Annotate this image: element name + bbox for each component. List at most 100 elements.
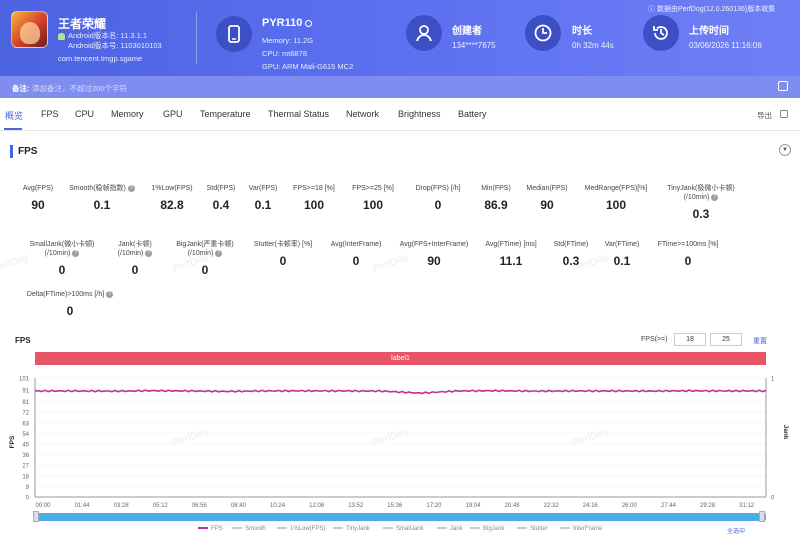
scroll-handle-left[interactable] <box>33 511 39 522</box>
metric-avg-ftime-ms-: Avg(FTime) [ms] 11.1 <box>466 240 556 268</box>
x-tick-label: 10:24 <box>270 503 286 509</box>
note-bar: 备注: 添加备注，不超过200个字符 <box>0 76 800 98</box>
metric-label-text: Drop(FPS) [/h] <box>415 185 461 192</box>
legend-label: Jank <box>450 526 463 532</box>
legend-item[interactable]: SmallJank <box>383 526 424 532</box>
scroll-handle-right[interactable] <box>759 511 765 522</box>
x-tick-label: 31:12 <box>739 503 755 509</box>
timeline-scrollbar[interactable] <box>35 513 766 521</box>
metric-value: 11.1 <box>499 254 523 268</box>
metric-value: 0.1 <box>254 198 272 212</box>
metric-label: Var(FTime) <box>577 240 667 249</box>
tab-memory[interactable]: Memory <box>111 109 144 119</box>
legend-label: Stutter <box>530 526 548 532</box>
help-icon[interactable]: ? <box>106 290 114 298</box>
help-icon[interactable]: ? <box>127 184 135 192</box>
help-icon[interactable]: ? <box>72 249 80 257</box>
legend-item[interactable]: InterFrame <box>560 526 602 532</box>
metric-label-text: Var(FTime) <box>604 241 640 248</box>
edit-icon[interactable] <box>778 81 788 91</box>
x-tick-label: 17:20 <box>426 503 442 509</box>
chart-legend: FPS Smooth 1%Low(FPS) TinyJank SmallJank Jank… <box>0 526 800 536</box>
x-tick-label: 29:28 <box>700 503 716 509</box>
tab-network[interactable]: Network <box>346 109 380 119</box>
tab-fps[interactable]: FPS <box>41 109 59 119</box>
legend-label: TinyJank <box>346 526 370 532</box>
y-tick-label: 81 <box>22 400 29 406</box>
metric-label-unit: (/10min)? <box>17 249 107 258</box>
legend-item[interactable]: Stutter <box>517 526 548 532</box>
metric-stutter-: Stutter(卡顿率) [%] 0 <box>238 240 328 268</box>
x-tick-label: 05:12 <box>153 503 169 509</box>
metric-value: 90 <box>427 254 441 268</box>
reset-button[interactable]: 重置 <box>753 338 767 345</box>
metric-label: 1%Low(FPS) <box>127 184 217 193</box>
metric-value: 0.3 <box>692 207 710 221</box>
help-icon[interactable]: ? <box>711 193 719 201</box>
legend-swatch <box>437 527 447 530</box>
y-tick-label: 54 <box>22 432 29 438</box>
history-icon <box>643 15 679 51</box>
tab-bar: 概览 FPS CPU Memory GPU Temperature Therma… <box>0 98 800 131</box>
legend-swatch <box>232 527 242 530</box>
metric-label-text: FTime>=100ms [%] <box>657 241 719 248</box>
fps-threshold-input-2[interactable]: 25 <box>710 333 742 346</box>
metric-label-text: Std(FTime) <box>553 241 589 248</box>
select-all-link[interactable]: 全选中 <box>727 529 746 535</box>
device-cpu: CPU: mt6878 <box>262 49 308 58</box>
legend-item[interactable]: Smooth <box>232 526 266 532</box>
fps-threshold-input-1[interactable]: 18 <box>674 333 706 346</box>
legend-label: BigJank <box>483 526 505 532</box>
info-icon[interactable] <box>305 19 313 27</box>
tab-overview[interactable]: 概览 <box>5 111 24 121</box>
metric-label-text: Stutter(卡顿率) [%] <box>253 241 313 248</box>
legend-label: Smooth <box>245 526 266 532</box>
tab-thermal-status[interactable]: Thermal Status <box>268 109 330 119</box>
metric-label-text: SmallJank(微小卡顿) <box>29 241 95 248</box>
metric-value: 0 <box>279 254 287 268</box>
metric-label: Stutter(卡顿率) [%] <box>238 240 328 249</box>
note-input[interactable]: 添加备注，不超过200个字符 <box>32 84 128 93</box>
metric-label-text: Std(FPS) <box>206 185 236 192</box>
metric-value: 90 <box>31 198 45 212</box>
legend-item[interactable]: FPS <box>198 526 223 532</box>
legend-item[interactable]: 1%Low(FPS) <box>277 526 325 532</box>
export-icon[interactable] <box>780 110 788 118</box>
creator-label: 创建者 <box>452 26 482 37</box>
metric-label-text: Var(FPS) <box>248 185 278 192</box>
metric-value: 100 <box>362 198 384 212</box>
help-icon[interactable]: ? <box>145 249 153 257</box>
legend-item[interactable]: Jank <box>437 526 463 532</box>
device-gpu: GPU: ARM Mali-G615 MC2 <box>262 62 354 71</box>
metric-var-ftime-: Var(FTime) 0.1 <box>577 240 667 268</box>
creator-value: 134****7675 <box>452 41 496 50</box>
label-bar[interactable]: label1 <box>35 352 766 365</box>
tab-brightness[interactable]: Brightness <box>398 109 441 119</box>
metric-label: FPS>=18 [%] <box>269 184 359 193</box>
metric-label-unit: (/10min)? <box>90 249 180 258</box>
export-button[interactable]: 导出 <box>757 111 772 120</box>
collapse-button[interactable]: ▼ <box>779 144 791 156</box>
fps-series-line <box>34 389 767 395</box>
tab-battery[interactable]: Battery <box>458 109 487 119</box>
metric-label-text: BigJank(严重卡顿) <box>176 241 234 248</box>
tab-gpu[interactable]: GPU <box>163 109 183 119</box>
help-icon[interactable]: ? <box>215 249 223 257</box>
x-tick-label: 06:56 <box>192 503 208 509</box>
metric-label: SmallJank(微小卡顿) (/10min)? <box>17 240 107 258</box>
metric-label: Var(FPS) <box>218 184 308 193</box>
metric-tinyjank-: TinyJank(极微小卡顿) (/10min)? 0.3 <box>656 184 746 221</box>
device-name: PYR110 <box>262 17 313 29</box>
metric-fps-18-: FPS>=18 [%] 100 <box>269 184 359 212</box>
tab-cpu[interactable]: CPU <box>75 109 95 119</box>
tab-temperature[interactable]: Temperature <box>200 109 251 119</box>
metric-value: 0 <box>66 304 74 318</box>
metric-smalljank-: SmallJank(微小卡顿) (/10min)? 0 <box>17 240 107 277</box>
game-meta: Android版本名: 11.3.1.1 Android版本号: 1103010… <box>58 31 162 51</box>
legend-item[interactable]: TinyJank <box>333 526 370 532</box>
metric-label-text: Avg(FPS+InterFrame) <box>399 241 469 248</box>
legend-item[interactable]: BigJank <box>470 526 504 532</box>
x-tick-label: 13:52 <box>348 503 364 509</box>
metric-label-text: Jank(卡顿) <box>118 241 152 248</box>
